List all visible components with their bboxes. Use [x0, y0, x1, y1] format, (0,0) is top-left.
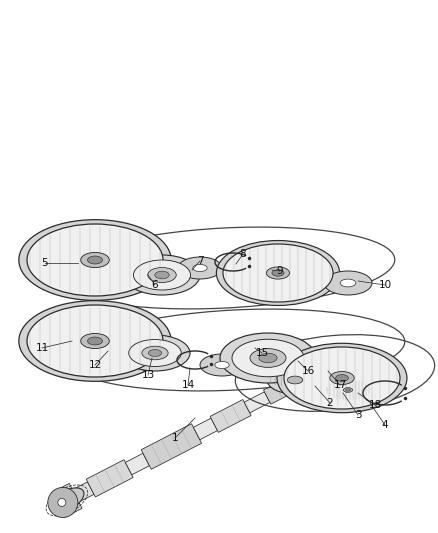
Ellipse shape [326, 379, 370, 401]
Polygon shape [194, 418, 217, 440]
Polygon shape [125, 453, 149, 475]
Ellipse shape [336, 375, 348, 382]
Ellipse shape [340, 279, 356, 287]
Text: 14: 14 [181, 380, 194, 390]
Ellipse shape [266, 267, 290, 279]
Polygon shape [264, 378, 293, 404]
Text: 18: 18 [368, 400, 381, 410]
Text: 4: 4 [381, 420, 389, 430]
Text: 5: 5 [42, 258, 48, 268]
Polygon shape [72, 482, 94, 502]
Polygon shape [244, 392, 270, 413]
Ellipse shape [346, 389, 350, 391]
Ellipse shape [272, 270, 284, 276]
Ellipse shape [49, 488, 84, 513]
Ellipse shape [19, 220, 171, 300]
Ellipse shape [88, 256, 102, 264]
Ellipse shape [178, 257, 222, 279]
Ellipse shape [19, 301, 171, 381]
Ellipse shape [215, 361, 229, 369]
Text: 13: 13 [141, 370, 155, 380]
Ellipse shape [142, 346, 168, 360]
Polygon shape [141, 424, 201, 469]
Text: 16: 16 [301, 366, 314, 376]
Ellipse shape [250, 349, 286, 367]
Ellipse shape [307, 377, 339, 393]
Text: 3: 3 [355, 410, 361, 420]
Ellipse shape [259, 353, 277, 363]
Ellipse shape [120, 335, 190, 371]
Text: 11: 11 [35, 343, 49, 353]
Ellipse shape [58, 498, 66, 506]
Text: 12: 12 [88, 360, 102, 370]
Ellipse shape [318, 382, 328, 387]
Text: 8: 8 [240, 249, 246, 259]
Polygon shape [86, 460, 133, 497]
Ellipse shape [277, 343, 407, 413]
Ellipse shape [284, 347, 400, 409]
Polygon shape [288, 370, 312, 390]
Ellipse shape [267, 366, 323, 394]
Text: 17: 17 [333, 380, 346, 390]
Ellipse shape [27, 305, 163, 377]
Ellipse shape [81, 253, 109, 268]
Ellipse shape [124, 255, 200, 295]
Ellipse shape [155, 271, 169, 279]
Text: 7: 7 [197, 256, 203, 266]
Ellipse shape [48, 488, 78, 518]
Ellipse shape [343, 387, 353, 392]
Ellipse shape [88, 337, 102, 345]
Polygon shape [210, 400, 251, 432]
Ellipse shape [290, 358, 330, 378]
Ellipse shape [27, 224, 163, 296]
Ellipse shape [232, 339, 304, 377]
Ellipse shape [200, 354, 244, 376]
Text: 6: 6 [152, 280, 158, 290]
Ellipse shape [193, 264, 207, 272]
Ellipse shape [220, 333, 316, 383]
Ellipse shape [81, 334, 109, 349]
Text: 15: 15 [255, 348, 268, 358]
Ellipse shape [287, 376, 303, 384]
Ellipse shape [148, 268, 176, 282]
Text: 9: 9 [277, 266, 283, 276]
Ellipse shape [216, 240, 339, 305]
Ellipse shape [323, 378, 373, 402]
Text: 2: 2 [327, 398, 333, 408]
Ellipse shape [330, 372, 354, 384]
Polygon shape [52, 483, 82, 518]
Ellipse shape [148, 350, 162, 357]
Ellipse shape [324, 271, 372, 295]
Text: 10: 10 [378, 280, 392, 290]
Ellipse shape [129, 340, 181, 367]
Ellipse shape [304, 365, 317, 372]
Text: 1: 1 [172, 433, 178, 443]
Ellipse shape [223, 244, 333, 302]
Ellipse shape [134, 260, 191, 290]
